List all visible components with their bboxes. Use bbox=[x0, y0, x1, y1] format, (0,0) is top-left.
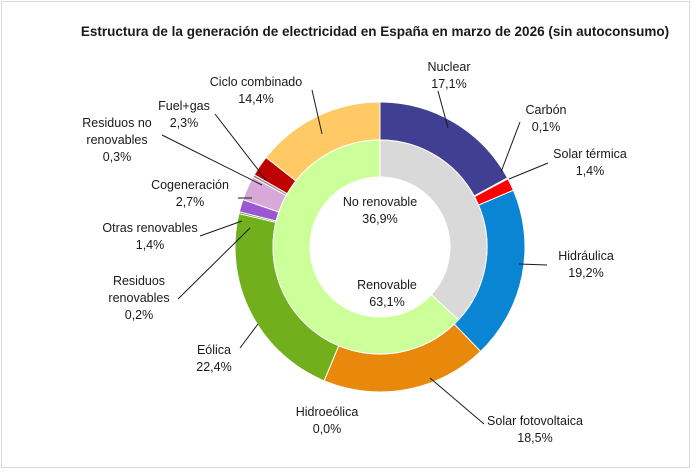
leader-line-residuos-no-renovables bbox=[161, 134, 263, 186]
label-nuclear: Nuclear bbox=[427, 60, 470, 74]
label-residuos-no-renovables-line-2: renovables bbox=[86, 133, 147, 147]
inner-label-renovable: Renovable bbox=[357, 278, 417, 292]
label-fuel-gas-value: 2,3% bbox=[170, 116, 199, 130]
donut-chart: Estructura de la generación de electrici… bbox=[81, 24, 669, 445]
label-nuclear-value: 17,1% bbox=[431, 77, 466, 91]
inner-label-renovable-value: 63,1% bbox=[369, 295, 404, 309]
leader-line-solar-termica bbox=[508, 162, 549, 180]
inner-slice-no-renovable bbox=[379, 139, 488, 321]
leader-line-solar-fotovoltaica bbox=[429, 377, 485, 425]
label-cogeneracion: Cogeneración bbox=[151, 178, 229, 192]
label-residuos-renovables-line-2: renovables bbox=[108, 291, 169, 305]
leader-line-carbon bbox=[500, 121, 521, 173]
label-residuos-renovables-line-1: Residuos bbox=[113, 274, 165, 288]
label-residuos-renovables-value: 0,2% bbox=[125, 308, 154, 322]
label-hidraulica: Hidráulica bbox=[558, 249, 614, 263]
label-otras-renovables-value: 1,4% bbox=[136, 238, 165, 252]
label-eolica: Eólica bbox=[197, 343, 231, 357]
inner-label-no-renovable: No renovable bbox=[343, 195, 417, 209]
leader-line-nuclear bbox=[437, 90, 449, 129]
leader-line-fuel-gas bbox=[214, 113, 267, 181]
label-hidraulica-value: 19,2% bbox=[568, 266, 603, 280]
label-solar-fotovoltaica-value: 18,5% bbox=[517, 431, 552, 445]
label-hidroeolica-value: 0,0% bbox=[313, 422, 342, 436]
label-carbon: Carbón bbox=[526, 103, 567, 117]
label-carbon-value: 0,1% bbox=[532, 120, 561, 134]
label-solar-fotovoltaica: Solar fotovoltaica bbox=[487, 414, 583, 428]
label-ciclo-combinado-value: 14,4% bbox=[238, 92, 273, 106]
chart-frame: Estructura de la generación de electrici… bbox=[1, 1, 690, 468]
label-solar-termica: Solar térmica bbox=[553, 147, 627, 161]
leader-line-hidraulica bbox=[518, 263, 548, 266]
label-eolica-value: 22,4% bbox=[196, 360, 231, 374]
inner-slice-renovable bbox=[272, 139, 460, 355]
label-solar-termica-value: 1,4% bbox=[576, 164, 605, 178]
label-otras-renovables: Otras renovables bbox=[102, 221, 197, 235]
label-fuel-gas: Fuel+gas bbox=[158, 99, 210, 113]
leader-line-residuos-renovables bbox=[177, 227, 251, 300]
label-cogeneracion-value: 2,7% bbox=[176, 195, 205, 209]
chart-title: Estructura de la generación de electrici… bbox=[81, 24, 669, 39]
leader-line-ciclo-combinado bbox=[311, 89, 323, 135]
leader-line-otras-renovables bbox=[199, 220, 243, 237]
label-ciclo-combinado: Ciclo combinado bbox=[210, 75, 302, 89]
inner-label-no-renovable-value: 36,9% bbox=[362, 212, 397, 226]
label-hidroeolica: Hidroeólica bbox=[296, 405, 359, 419]
label-residuos-no-renovables-line-1: Residuos no bbox=[82, 116, 152, 130]
leader-line-eolica bbox=[239, 323, 259, 349]
label-residuos-no-renovables-value: 0,3% bbox=[103, 150, 132, 164]
